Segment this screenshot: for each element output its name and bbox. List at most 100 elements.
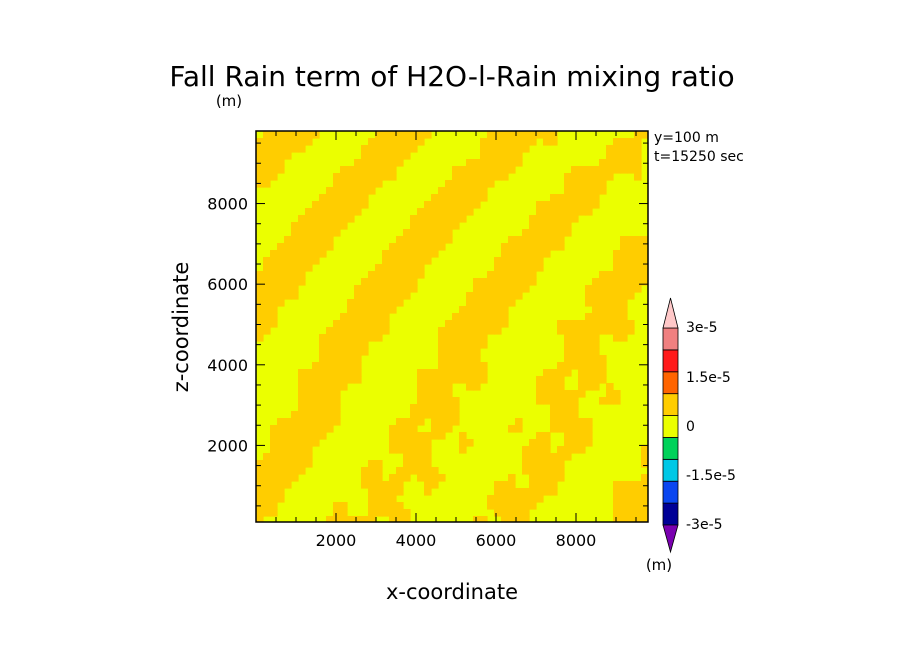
field-cell-749 — [494, 327, 502, 335]
field-cell-1001 — [333, 411, 341, 419]
field-cell-1100 — [536, 439, 544, 447]
field-cell-623 — [599, 292, 607, 300]
field-cell-104 — [613, 152, 621, 160]
field-cell-1126 — [578, 446, 586, 454]
field-cell-692 — [501, 313, 509, 321]
colorbar-box-5 — [662, 393, 679, 416]
field-cell-55 — [620, 138, 628, 146]
field-cell-309 — [326, 215, 334, 223]
field-cell-1209 — [543, 474, 551, 482]
field-cell-1206 — [508, 474, 516, 482]
field-cell-486 — [298, 264, 306, 272]
field-cell-218 — [354, 187, 362, 195]
field-cell-1191 — [263, 474, 271, 482]
field-cell-1095 — [417, 439, 425, 447]
field-cell-541 — [291, 278, 299, 286]
field-cell-142 — [375, 166, 383, 174]
field-cell-874 — [445, 369, 453, 377]
field-cell-938 — [305, 390, 313, 398]
field-cell-988 — [438, 404, 446, 412]
field-cell-1288 — [368, 502, 376, 510]
field-cell-1196 — [361, 474, 369, 482]
colorbar-box-3 — [662, 437, 679, 460]
field-cell-997 — [305, 411, 313, 419]
field-cell-769 — [368, 334, 376, 342]
field-cell-747 — [480, 327, 488, 335]
field-cell-1259 — [627, 488, 635, 496]
field-cell-626 — [620, 292, 628, 300]
field-cell-840 — [312, 362, 320, 370]
field-cell-493 — [410, 264, 418, 272]
field-cell-707 — [368, 320, 376, 328]
field-cell-42 — [410, 138, 418, 146]
field-cell-377 — [396, 236, 404, 244]
field-cell-754 — [585, 327, 593, 335]
field-cell-676 — [263, 313, 271, 321]
field-cell-505 — [634, 264, 642, 272]
field-cell-3 — [284, 131, 292, 139]
field-cell-537 — [263, 278, 271, 286]
field-cell-573 — [291, 285, 299, 293]
field-cell-695 — [599, 313, 607, 321]
field-cell-421 — [557, 243, 565, 251]
field-cell-382 — [431, 236, 439, 244]
field-cell-1116 — [417, 446, 425, 454]
field-cell-462 — [382, 257, 390, 265]
field-cell-182 — [494, 173, 502, 181]
field-cell-785 — [319, 341, 327, 349]
colorbar-box-6 — [662, 371, 679, 395]
field-cell-1182 — [424, 467, 432, 475]
field-cell-164 — [256, 173, 264, 181]
field-cell-1299 — [529, 502, 537, 510]
field-cell-765 — [340, 334, 348, 342]
field-cell-601 — [270, 292, 278, 300]
field-cell-286 — [340, 208, 348, 216]
field-cell-1215 — [270, 481, 278, 489]
field-cell-1274 — [515, 495, 523, 503]
field-cell-205 — [473, 180, 481, 188]
field-cell-358 — [417, 229, 425, 237]
field-cell-364 — [529, 229, 537, 237]
field-cell-270 — [466, 201, 474, 209]
field-cell-1054 — [515, 425, 523, 433]
field-cell-659 — [368, 306, 376, 314]
field-cell-945 — [431, 390, 439, 398]
field-cell-978 — [298, 404, 306, 412]
field-cell-215 — [333, 187, 341, 195]
field-cell-677 — [270, 313, 278, 321]
field-cell-1044 — [319, 425, 327, 433]
field-cell-246 — [466, 194, 474, 202]
field-cell-710 — [445, 320, 453, 328]
field-cell-1162 — [529, 460, 537, 468]
field-cell-602 — [277, 292, 285, 300]
field-cell-1121 — [536, 446, 544, 454]
field-cell-1238 — [256, 488, 264, 496]
field-cell-58 — [256, 145, 264, 153]
field-cell-985 — [417, 404, 425, 412]
field-cell-66 — [368, 145, 376, 153]
field-cell-1112 — [389, 446, 397, 454]
field-cell-850 — [459, 362, 467, 370]
field-cell-1084 — [270, 439, 278, 447]
field-cell-1314 — [396, 509, 404, 517]
field-cell-211 — [585, 180, 593, 188]
field-cell-351 — [305, 229, 313, 237]
field-cell-643 — [487, 299, 495, 307]
field-cell-501 — [536, 264, 544, 272]
field-cell-539 — [277, 278, 285, 286]
field-cell-526 — [515, 271, 523, 279]
field-cell-718 — [501, 320, 509, 328]
field-cell-1290 — [382, 502, 390, 510]
field-cell-454 — [263, 257, 271, 265]
field-cell-359 — [424, 229, 432, 237]
field-cell-402 — [312, 243, 320, 251]
field-cell-612 — [403, 292, 411, 300]
field-cell-671 — [599, 306, 607, 314]
field-cell-942 — [333, 390, 341, 398]
field-cell-803 — [592, 341, 600, 349]
field-cell-131 — [627, 159, 635, 167]
field-cell-302 — [571, 208, 579, 216]
field-cell-304 — [585, 208, 593, 216]
field-cell-1313 — [389, 509, 397, 517]
field-cell-1119 — [522, 446, 530, 454]
